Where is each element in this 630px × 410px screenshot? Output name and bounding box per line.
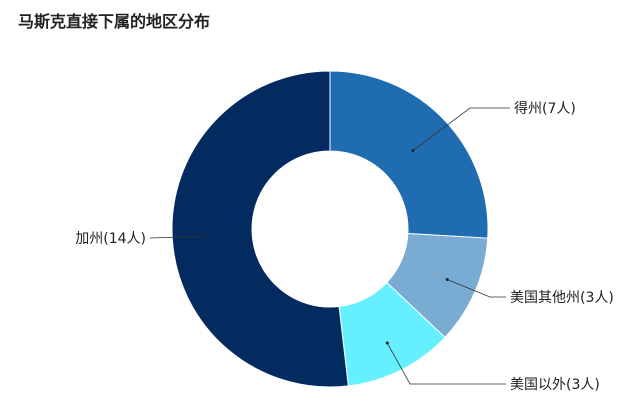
chart-title: 马斯克直接下属的地区分布 [18,12,211,31]
slice-label-2: 美国以外(3人) [510,377,600,393]
slice-label-0: 得州(7人) [514,100,576,117]
leader-dot-3 [201,234,205,238]
slice-label-1: 美国其他州(3人) [510,290,614,306]
slices-group [171,70,489,388]
leader-line-0 [412,107,510,152]
slice-3 [171,70,349,388]
leader-dot-0 [411,149,415,153]
slice-0 [329,70,489,239]
slice-labels-group: 得州(7人) 美国其他州(3人) 美国以外(3人) 加州(14人) [75,100,614,393]
leader-line-1 [447,279,506,298]
leader-dot-2 [385,341,389,345]
leader-line-2 [386,342,506,385]
leader-dot-1 [445,278,449,282]
slice-label-3: 加州(14人) [75,231,146,247]
leader-line-3 [149,236,203,239]
leader-lines-group [149,107,510,385]
